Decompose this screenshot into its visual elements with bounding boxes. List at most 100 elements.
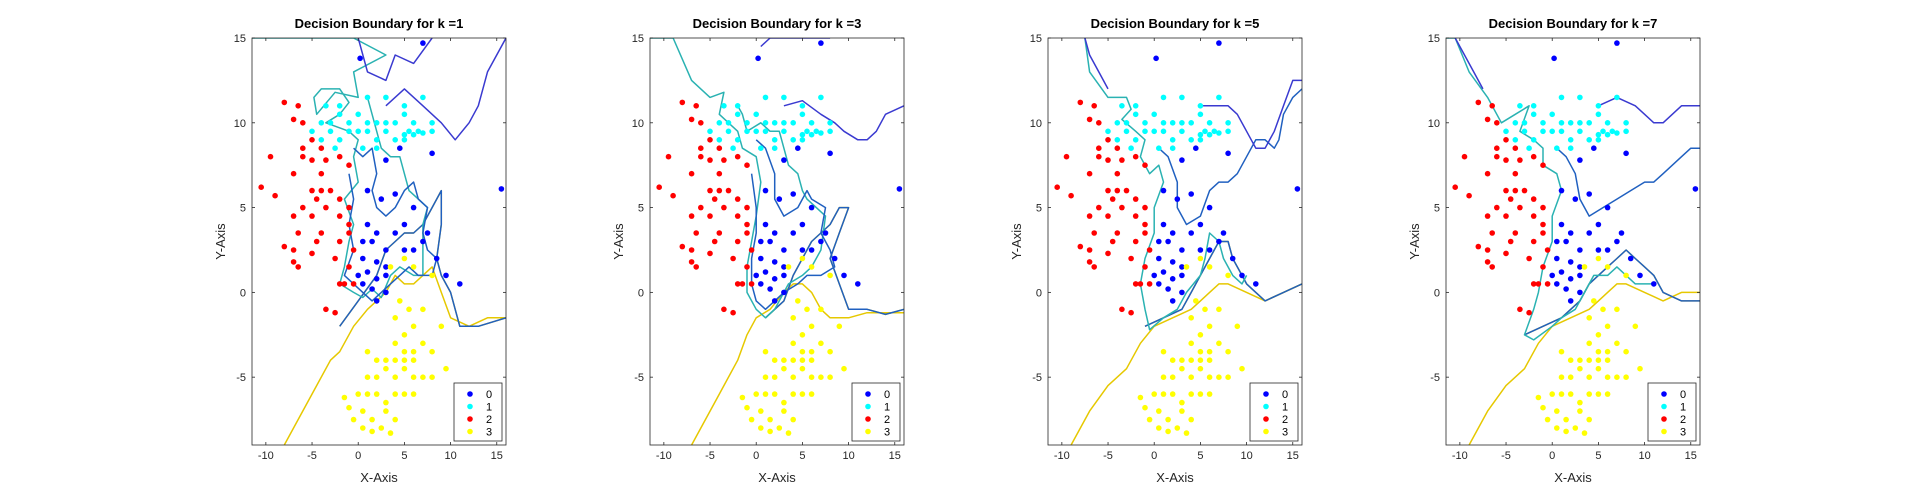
- point-class1: [346, 120, 352, 126]
- legend-box: [851, 382, 901, 442]
- point-class2: [1530, 196, 1537, 202]
- y-tick-label: -5: [634, 372, 644, 384]
- point-class0: [1156, 281, 1162, 287]
- boundary-top: [760, 38, 831, 48]
- point-class0: [818, 238, 824, 245]
- x-tick-label: -10: [258, 450, 274, 462]
- point-class3: [429, 348, 435, 355]
- point-class1: [716, 120, 723, 126]
- point-class0: [1160, 221, 1167, 228]
- point-class2: [332, 255, 338, 262]
- point-class3: [790, 391, 796, 397]
- point-class1: [1156, 145, 1162, 151]
- point-class2: [1063, 153, 1070, 160]
- point-class2: [346, 204, 352, 211]
- point-class3: [1179, 357, 1185, 364]
- point-class3: [758, 408, 764, 414]
- point-class0: [1151, 272, 1157, 279]
- point-class1: [429, 120, 435, 126]
- point-class2: [1077, 243, 1084, 250]
- point-class3: [397, 298, 403, 304]
- point-class0: [799, 221, 806, 228]
- point-class1: [1216, 94, 1222, 101]
- point-class1: [790, 137, 796, 143]
- point-class0: [1595, 247, 1602, 253]
- point-class2: [721, 157, 727, 163]
- point-class0: [364, 187, 371, 194]
- point-class1: [336, 111, 343, 118]
- x-tick-label: 15: [889, 450, 901, 462]
- y-axis-label: Y-Axis: [1407, 223, 1422, 260]
- legend-label-0: 0: [486, 389, 492, 401]
- y-tick-label: 5: [1036, 203, 1042, 215]
- point-class2: [1494, 204, 1500, 211]
- point-class2: [295, 264, 302, 270]
- point-class3: [818, 374, 824, 381]
- point-class2: [323, 306, 329, 313]
- point-class2: [1503, 213, 1509, 219]
- point-class3: [1188, 340, 1194, 347]
- point-class1: [1549, 111, 1555, 118]
- point-class1: [332, 145, 338, 151]
- point-class2: [1475, 99, 1482, 106]
- point-class2: [336, 213, 343, 219]
- series-3: [341, 255, 449, 436]
- point-class0: [378, 196, 385, 202]
- point-class3: [1563, 428, 1569, 435]
- point-class3: [762, 391, 769, 397]
- point-class3: [1535, 394, 1542, 401]
- point-class2: [1109, 196, 1116, 202]
- point-class3: [420, 340, 426, 347]
- point-class0: [1572, 196, 1579, 202]
- point-class3: [771, 357, 778, 364]
- point-class0: [1156, 255, 1162, 262]
- point-class0: [767, 238, 773, 245]
- point-class2: [1535, 281, 1542, 287]
- axes-box: [649, 37, 905, 446]
- point-class3: [1595, 357, 1602, 364]
- point-class3: [1567, 391, 1574, 397]
- point-class0: [369, 286, 375, 292]
- point-class1: [771, 145, 778, 151]
- point-class0: [1577, 272, 1583, 279]
- x-axis-label: X-Axis: [758, 470, 796, 485]
- point-class1: [1554, 145, 1560, 151]
- point-class3: [799, 357, 806, 364]
- legend-marker-1: [865, 403, 871, 410]
- point-class1: [799, 103, 806, 109]
- point-class3: [1160, 391, 1167, 397]
- point-class2: [707, 157, 713, 163]
- point-class2: [1132, 153, 1139, 160]
- point-class2: [1544, 281, 1551, 287]
- point-class2: [1484, 259, 1491, 265]
- point-class3: [401, 255, 408, 262]
- point-class2: [1461, 153, 1468, 160]
- point-class0: [1197, 247, 1204, 253]
- point-class3: [1586, 416, 1592, 423]
- point-class3: [378, 425, 385, 431]
- y-tick-label: 0: [1036, 287, 1042, 299]
- point-class0: [1188, 230, 1194, 236]
- point-class3: [767, 416, 773, 423]
- point-class2: [1096, 120, 1102, 126]
- point-class3: [758, 425, 764, 431]
- point-class3: [808, 264, 815, 270]
- x-tick-label: 5: [401, 450, 407, 462]
- point-class1: [1128, 145, 1134, 151]
- point-class0: [1577, 289, 1583, 296]
- point-class2: [1091, 103, 1097, 109]
- point-class3: [1188, 315, 1194, 321]
- point-class2: [346, 264, 352, 270]
- point-class0: [808, 204, 815, 211]
- point-class2: [300, 120, 306, 126]
- chart-title: Decision Boundary for k =1: [295, 16, 464, 31]
- point-class3: [1197, 357, 1204, 364]
- point-class3: [1174, 425, 1181, 431]
- legend-label-2: 2: [884, 414, 890, 426]
- y-axis-label: Y-Axis: [1009, 223, 1024, 260]
- point-class1: [808, 120, 815, 126]
- point-class2: [716, 170, 723, 177]
- point-class1: [753, 128, 759, 135]
- point-class0: [795, 145, 801, 151]
